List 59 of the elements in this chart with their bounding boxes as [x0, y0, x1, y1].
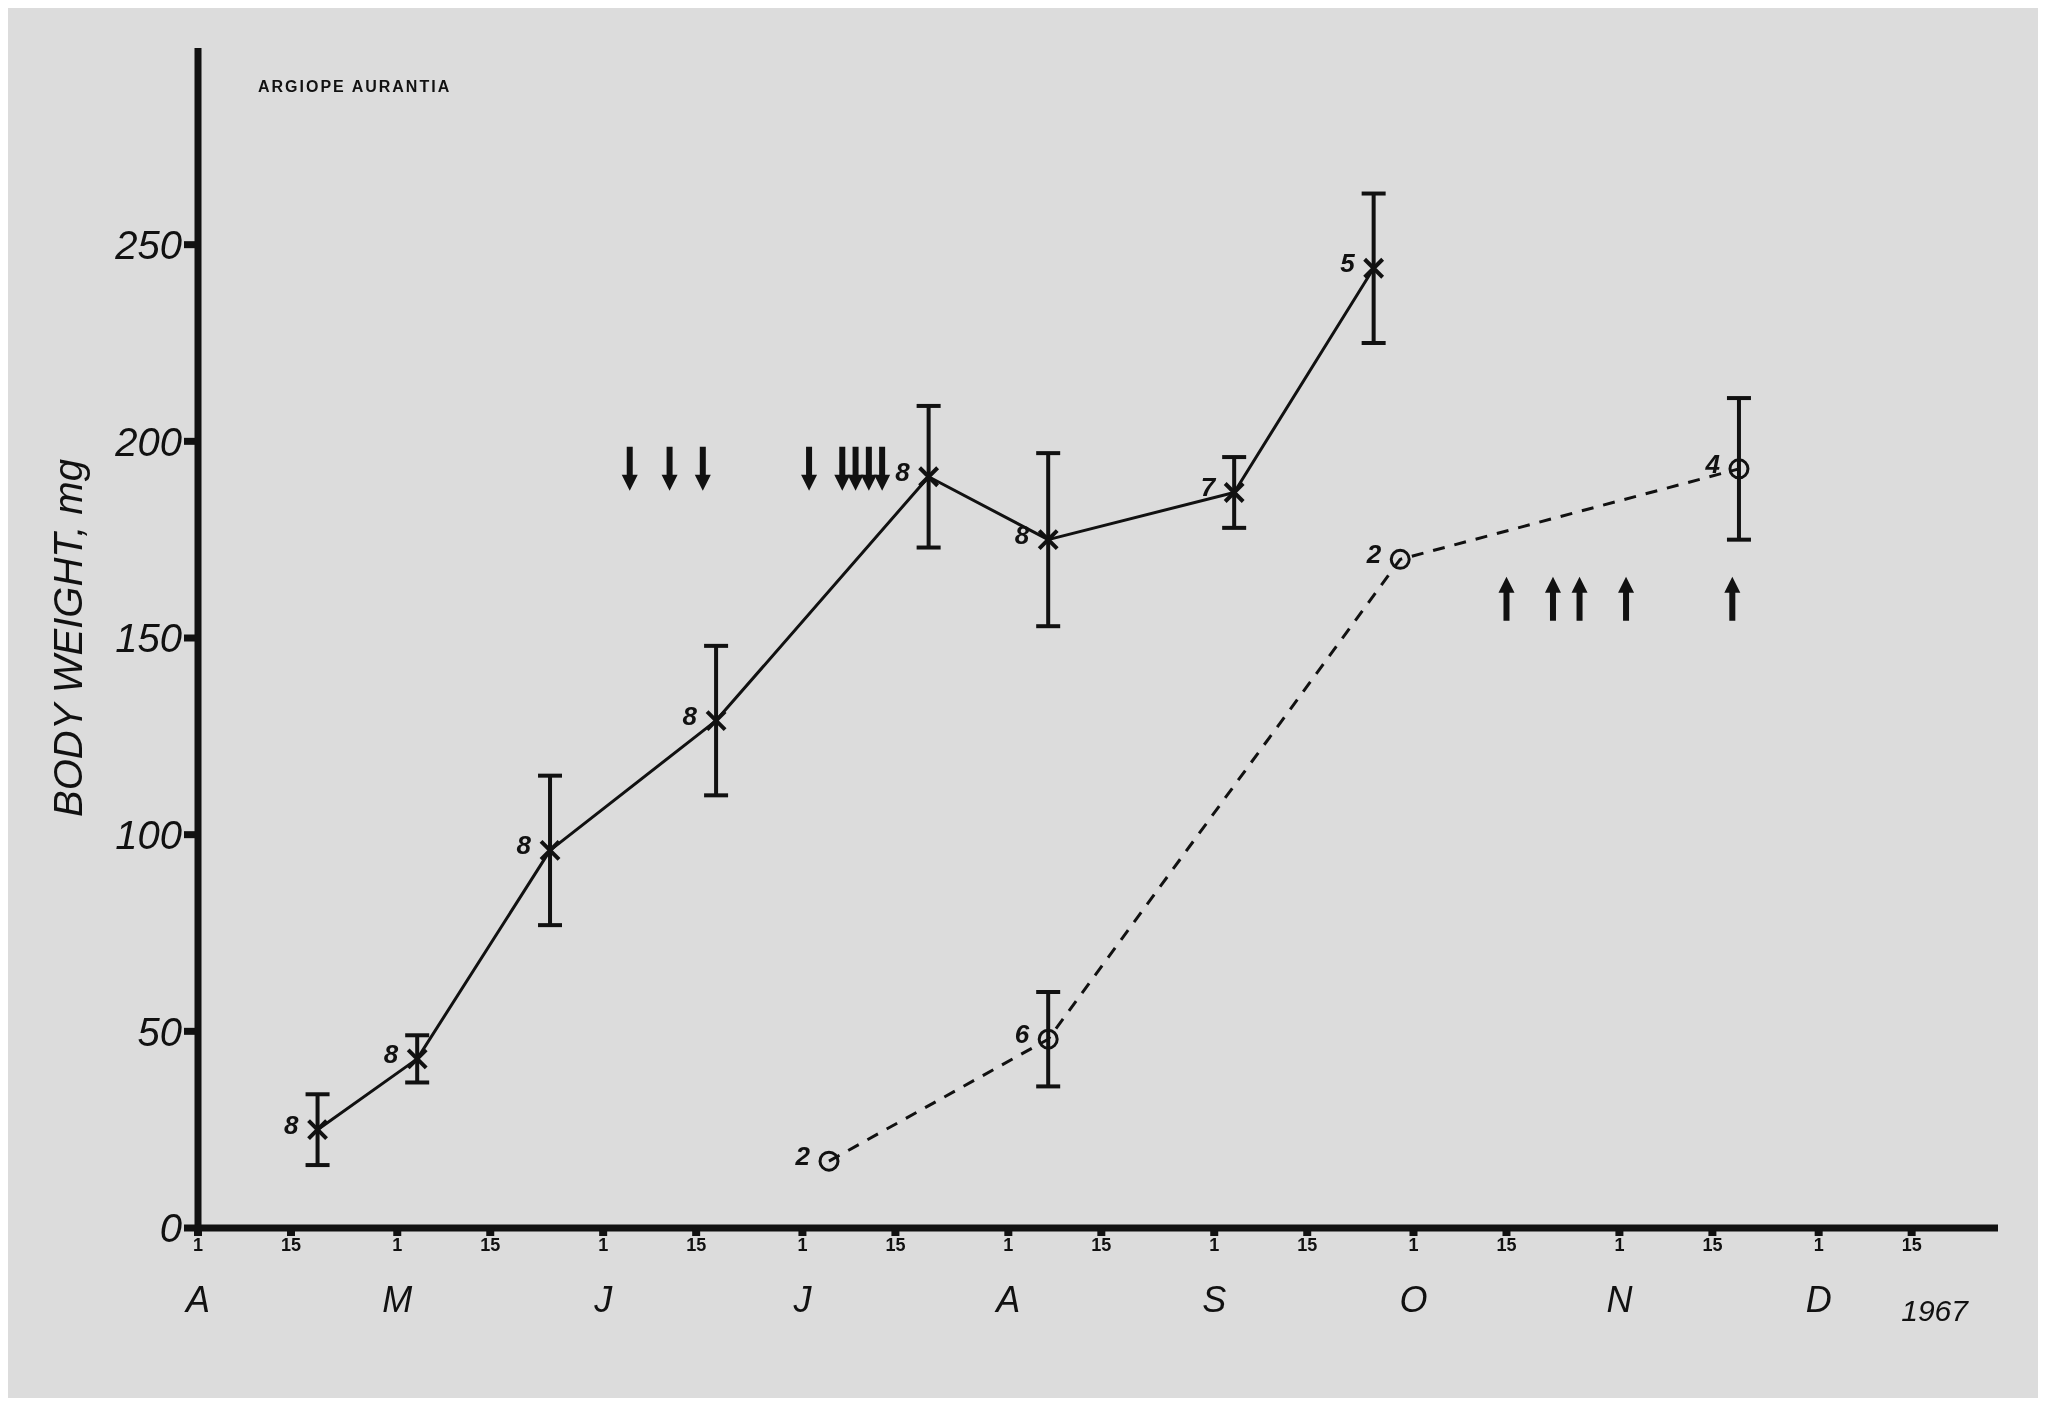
x-tick-label: 15	[280, 1234, 301, 1255]
x-tick-label: 15	[480, 1234, 501, 1255]
x-tick-label: 1	[1003, 1234, 1014, 1255]
text: A	[183, 1278, 211, 1320]
x-tick-label: 1	[192, 1234, 204, 1255]
point	[306, 1118, 329, 1141]
x-tick-label: 15	[1297, 1234, 1318, 1255]
x-tick-label: 15	[686, 1234, 707, 1255]
annotation: 8	[682, 700, 698, 731]
text: A	[994, 1278, 1021, 1320]
text: J	[792, 1278, 813, 1320]
annotation: 8	[383, 1038, 399, 1069]
annotation: 6	[1014, 1019, 1030, 1050]
x-tick-label: 1	[1813, 1234, 1824, 1255]
annotation: 8	[895, 456, 911, 487]
x-tick-label: 1	[598, 1234, 609, 1255]
point	[1389, 548, 1411, 570]
annotation: 8	[516, 830, 532, 861]
point	[818, 1150, 840, 1172]
annotation: 2	[1365, 539, 1382, 570]
text: N	[1606, 1278, 1634, 1320]
x-tick-label: 1	[1209, 1234, 1220, 1255]
point	[1037, 1028, 1059, 1050]
annotation: 5	[1340, 248, 1356, 279]
point	[1223, 481, 1246, 504]
annotation: 4	[1704, 448, 1721, 479]
x-tick-label: 15	[1901, 1234, 1922, 1255]
text: D	[1805, 1278, 1832, 1320]
x-tick-label: 1	[1614, 1234, 1625, 1255]
point	[1728, 458, 1750, 480]
y-tick-label: 50	[137, 1009, 182, 1054]
x-axis-title: 1967	[1901, 1294, 1968, 1328]
x-tick-label: 15	[1091, 1234, 1112, 1255]
y-tick-label: 200	[114, 419, 182, 464]
y-tick-label: 0	[159, 1206, 182, 1251]
point	[1037, 528, 1060, 551]
point	[539, 839, 562, 862]
x-tick-label: 15	[1496, 1234, 1517, 1255]
x-tick-label: 15	[1702, 1234, 1723, 1255]
x-tick-label: 1	[1408, 1234, 1419, 1255]
point	[406, 1047, 429, 1070]
annotation: 7	[1200, 472, 1217, 503]
point	[917, 465, 940, 488]
y-tick-label: 150	[115, 616, 182, 661]
x-tick-label: 15	[885, 1234, 906, 1255]
point	[705, 709, 728, 732]
y-axis-title: BODY WEIGHT, mg	[46, 459, 91, 817]
text: J	[593, 1278, 614, 1320]
text: O	[1399, 1278, 1428, 1320]
y-tick-label: 100	[115, 812, 182, 857]
x-tick-label: 1	[392, 1234, 403, 1255]
point	[1362, 257, 1385, 280]
annotation: 2	[794, 1141, 811, 1172]
text: S	[1202, 1278, 1227, 1320]
x-tick-label: 1	[797, 1234, 808, 1255]
y-tick-label: 250	[114, 222, 182, 267]
text: M	[382, 1278, 413, 1320]
annotation: 8	[284, 1109, 300, 1140]
text: ARGIOPE AURANTIA	[258, 78, 452, 96]
